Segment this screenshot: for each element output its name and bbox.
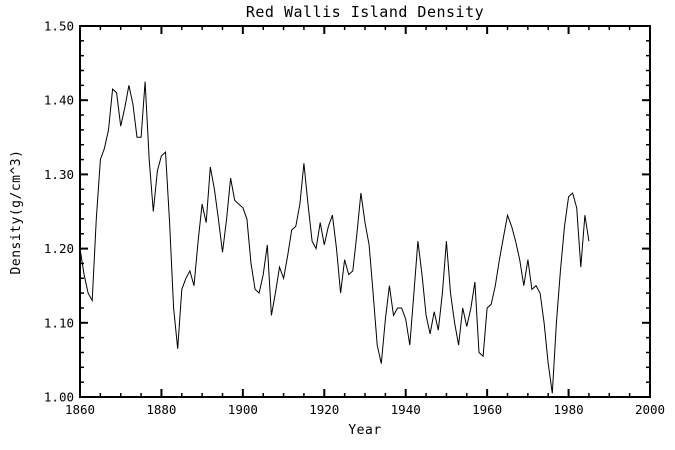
chart-title: Red Wallis Island Density xyxy=(246,3,484,21)
x-tick-label: 1920 xyxy=(309,402,339,417)
x-tick-label: 1860 xyxy=(65,402,95,417)
x-tick-label: 1940 xyxy=(391,402,421,417)
x-axis-label: Year xyxy=(348,423,381,438)
y-tick-label: 1.10 xyxy=(44,315,74,330)
y-axis-label: Density(g/cm^3) xyxy=(9,150,24,275)
y-tick-label: 1.50 xyxy=(44,19,74,34)
y-tick-label: 1.20 xyxy=(44,241,74,256)
x-tick-label: 1980 xyxy=(554,402,584,417)
y-tick-label: 1.00 xyxy=(44,390,74,405)
axes xyxy=(79,25,651,398)
tick-labels: 1860 1880 1900 1920 1940 1960 1980 2000 1.00 1.10… xyxy=(44,19,665,418)
y-tick-label: 1.40 xyxy=(44,93,74,108)
plot-box xyxy=(79,25,651,398)
x-tick-label: 1960 xyxy=(472,402,502,417)
x-tick-label: 2000 xyxy=(635,402,665,417)
x-tick-label: 1880 xyxy=(146,402,176,417)
x-tick-label: 1900 xyxy=(228,402,258,417)
density-series-line xyxy=(79,81,590,394)
y-tick-label: 1.30 xyxy=(44,167,74,182)
